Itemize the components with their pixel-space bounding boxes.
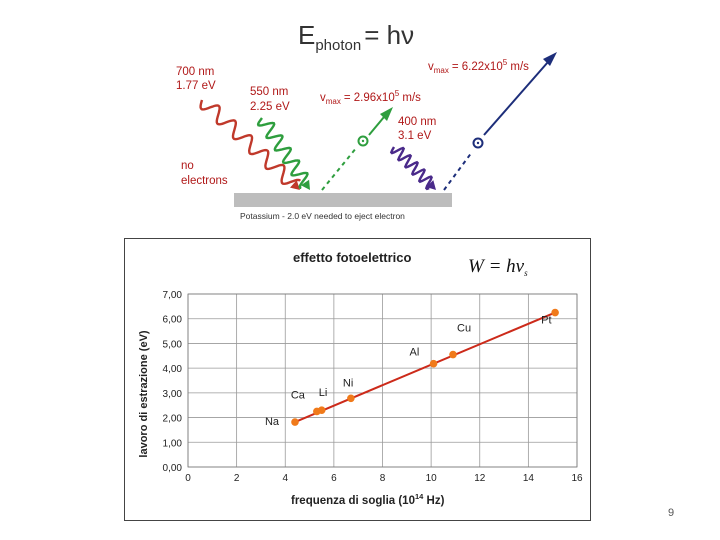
violet-photon-arrowhead xyxy=(426,180,436,190)
violet-electron-path xyxy=(443,151,473,191)
fit-line xyxy=(294,311,556,423)
diagram-title: Ephoton = hν xyxy=(298,20,414,54)
x-tick-label: 4 xyxy=(282,473,288,484)
green-velocity-label: vmax = 2.96x105 m/s xyxy=(320,89,421,106)
red-photon-arrowhead xyxy=(290,180,300,190)
red-wavelength-label: 700 nm xyxy=(176,66,214,78)
green-electron-arrowhead xyxy=(380,107,393,121)
data-point-li xyxy=(317,406,326,414)
chart-equation: W = hνs xyxy=(468,256,528,278)
green-energy-label: 2.25 eV xyxy=(250,101,290,113)
page-number: 9 xyxy=(668,507,675,519)
violet-photon-wave xyxy=(389,146,433,191)
green-photon-arrowhead xyxy=(300,179,310,190)
violet-electron-arrowhead xyxy=(543,52,557,66)
x-tick-label: 10 xyxy=(426,473,438,484)
x-tick-label: 12 xyxy=(474,473,486,484)
y-tick-label: 2,00 xyxy=(163,414,183,425)
data-point-na xyxy=(291,418,299,426)
x-axis-label: frequenza di soglia (1014 Hz) xyxy=(291,492,445,507)
y-axis-label: lavoro di estrazione (eV) xyxy=(138,330,150,457)
plot-area-border xyxy=(187,293,578,468)
y-tick-label: 1,00 xyxy=(163,438,183,449)
x-tick-label: 16 xyxy=(571,473,583,484)
point-label-ni: Ni xyxy=(343,377,353,389)
point-label-na: Na xyxy=(265,416,280,428)
x-tick-label: 8 xyxy=(380,473,386,484)
green-electron-arrow xyxy=(368,116,385,136)
violet-energy-label: 3.1 eV xyxy=(398,130,432,142)
red-energy-label: 1.77 eV xyxy=(176,80,216,92)
violet-velocity-label: vmax = 6.22x105 m/s xyxy=(428,58,529,75)
work-function-chart: effetto fotoelettrico W = hνs lavoro di … xyxy=(138,250,583,507)
green-photon-wave xyxy=(256,117,309,190)
chart-frame: effetto fotoelettrico W = hνs lavoro di … xyxy=(124,238,591,521)
x-tick-label: 14 xyxy=(523,473,535,484)
x-tick-label: 2 xyxy=(234,473,240,484)
potassium-plate xyxy=(234,193,452,207)
green-wavelength-label: 550 nm xyxy=(250,86,288,98)
y-tick-label: 7,00 xyxy=(163,290,183,301)
data-point-pt xyxy=(551,308,559,317)
x-tick-label: 6 xyxy=(331,473,337,484)
point-label-al: Al xyxy=(410,347,420,359)
red-photon-wave xyxy=(199,99,302,186)
violet-electron-arrow xyxy=(483,61,549,136)
point-label-pt: Pt xyxy=(541,315,551,327)
point-label-cu: Cu xyxy=(457,323,471,335)
y-tick-label: 3,00 xyxy=(163,389,183,400)
plate-caption: Potassium - 2.0 eV needed to eject elect… xyxy=(240,211,405,221)
data-point-ni xyxy=(347,394,355,403)
y-tick-label: 4,00 xyxy=(163,364,183,375)
point-label-ca: Ca xyxy=(291,389,306,401)
data-point-al xyxy=(429,359,438,368)
violet-electron-core xyxy=(476,141,480,145)
no-electrons-label-1: no xyxy=(181,160,194,172)
chart-title: effetto fotoelettrico xyxy=(293,250,412,265)
y-tick-label: 5,00 xyxy=(163,339,183,350)
y-tick-label: 0,00 xyxy=(163,463,183,474)
no-electrons-label-2: electrons xyxy=(181,175,228,187)
y-tick-label: 6,00 xyxy=(163,315,183,326)
data-point-cu xyxy=(449,350,457,359)
x-tick-label: 0 xyxy=(185,473,191,484)
green-electron-path xyxy=(321,146,358,191)
point-label-li: Li xyxy=(319,387,328,399)
photoelectric-diagram: Ephoton = hν Potassium - 2.0 eV needed to… xyxy=(176,20,557,221)
violet-wavelength-label: 400 nm xyxy=(398,116,436,128)
green-electron-core xyxy=(361,139,365,143)
